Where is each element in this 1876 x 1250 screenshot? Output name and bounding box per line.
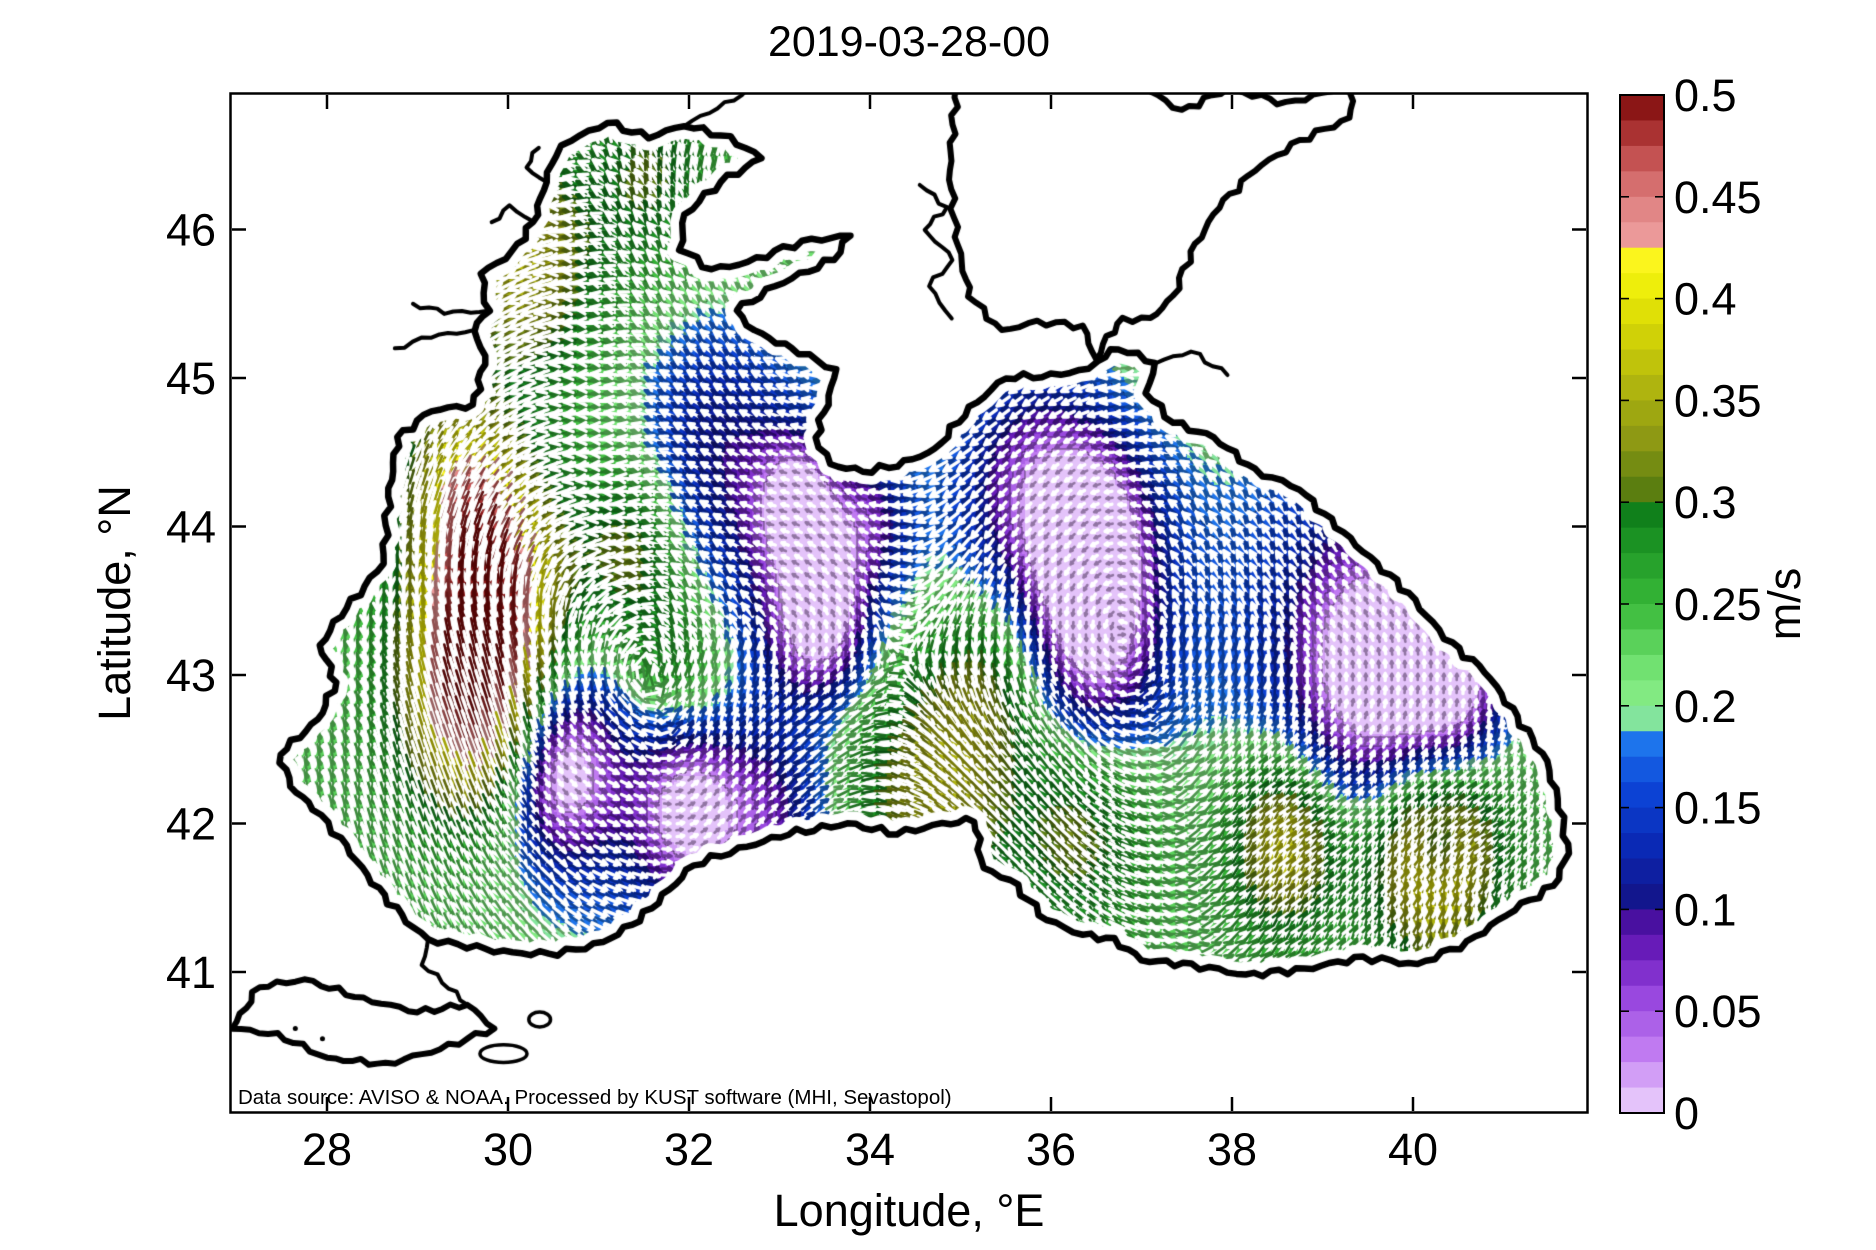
- colorbar-band: [1620, 1011, 1664, 1038]
- colorbar-tick-label: 0.25: [1674, 579, 1762, 630]
- colorbar-band: [1620, 604, 1664, 631]
- colorbar-band: [1620, 883, 1664, 910]
- current-vector-map-canvas: [230, 93, 1588, 1113]
- x-tick-label: 40: [1388, 1124, 1438, 1175]
- colorbar-tick-label: 0.4: [1674, 274, 1737, 325]
- colorbar-band: [1620, 425, 1664, 452]
- x-tick-label: 30: [483, 1124, 533, 1175]
- colorbar-band: [1620, 171, 1664, 198]
- x-tick-label: 36: [1026, 1124, 1076, 1175]
- colorbar-band: [1620, 120, 1664, 147]
- colorbar-band: [1620, 680, 1664, 707]
- colorbar-band: [1620, 1036, 1664, 1063]
- colorbar-band: [1620, 324, 1664, 351]
- colorbar-band: [1620, 654, 1664, 681]
- axes-box: [229, 92, 1589, 1114]
- colorbar-band: [1620, 705, 1664, 732]
- colorbar-band: [1620, 756, 1664, 783]
- x-axis-label: Longitude, °E: [774, 1185, 1045, 1236]
- data-source-note: Data source: AVISO & NOAA. Processed by …: [238, 1086, 952, 1109]
- y-tick-label: 44: [166, 502, 216, 553]
- x-tick-label: 38: [1207, 1124, 1257, 1175]
- x-tick-label: 32: [664, 1124, 714, 1175]
- colorbar-band: [1620, 502, 1664, 529]
- y-tick-label: 43: [166, 650, 216, 701]
- colorbar-tick-label: 0.05: [1674, 986, 1762, 1037]
- colorbar-band: [1620, 400, 1664, 427]
- colorbar-band: [1620, 985, 1664, 1012]
- plot-frame: [229, 92, 1589, 1114]
- colorbar-band: [1620, 731, 1664, 758]
- colorbar-tick-label: 0.45: [1674, 172, 1762, 223]
- plot-title: 2019-03-28-00: [768, 18, 1050, 66]
- x-tick-label: 28: [302, 1124, 352, 1175]
- colorbar-tick-label: 0.1: [1674, 884, 1737, 935]
- colorbar-band: [1620, 145, 1664, 172]
- colorbar-band: [1620, 95, 1664, 122]
- colorbar-band: [1620, 527, 1664, 554]
- colorbar-tick-label: 0.35: [1674, 375, 1762, 426]
- y-tick-label: 46: [166, 205, 216, 256]
- colorbar-tick-label: 0.2: [1674, 681, 1737, 732]
- colorbar-band: [1620, 553, 1664, 580]
- colorbar-band: [1620, 476, 1664, 503]
- y-tick-label: 45: [166, 353, 216, 404]
- colorbar: 0.5 0.45 0.4 0.35 0.3 0.25 0.2 0.15 0.1 0.05 0: [1619, 70, 1762, 1139]
- colorbar-band: [1620, 273, 1664, 300]
- colorbar-band: [1620, 349, 1664, 376]
- y-tick-label: 41: [166, 947, 216, 998]
- colorbar-band: [1620, 629, 1664, 656]
- colorbar-band: [1620, 298, 1664, 325]
- colorbar-band: [1620, 934, 1664, 961]
- colorbar-band: [1620, 909, 1664, 936]
- colorbar-band: [1620, 1062, 1664, 1089]
- colorbar-unit-label: m/s: [1759, 568, 1810, 641]
- colorbar-band: [1620, 960, 1664, 987]
- colorbar-band: [1620, 782, 1664, 809]
- y-tick-label: 42: [166, 799, 216, 850]
- axis-ticks: 28 30 32 34 36 38 40 41 42 43 44 45 46: [166, 95, 1586, 1175]
- y-axis-label: Latitude, °N: [89, 485, 140, 721]
- colorbar-tick-label: 0.15: [1674, 783, 1762, 834]
- colorbar-band: [1620, 451, 1664, 478]
- colorbar-band: [1620, 374, 1664, 401]
- colorbar-band: [1620, 807, 1664, 834]
- colorbar-band: [1620, 222, 1664, 249]
- colorbar-tick-label: 0: [1674, 1088, 1699, 1139]
- colorbar-band: [1620, 858, 1664, 885]
- colorbar-band: [1620, 1087, 1664, 1114]
- colorbar-tick-label: 0.3: [1674, 477, 1737, 528]
- colorbar-tick-label: 0.5: [1674, 70, 1737, 121]
- colorbar-band: [1620, 247, 1664, 274]
- colorbar-band: [1620, 578, 1664, 605]
- x-tick-label: 34: [845, 1124, 895, 1175]
- colorbar-band: [1620, 833, 1664, 860]
- colorbar-band: [1620, 196, 1664, 223]
